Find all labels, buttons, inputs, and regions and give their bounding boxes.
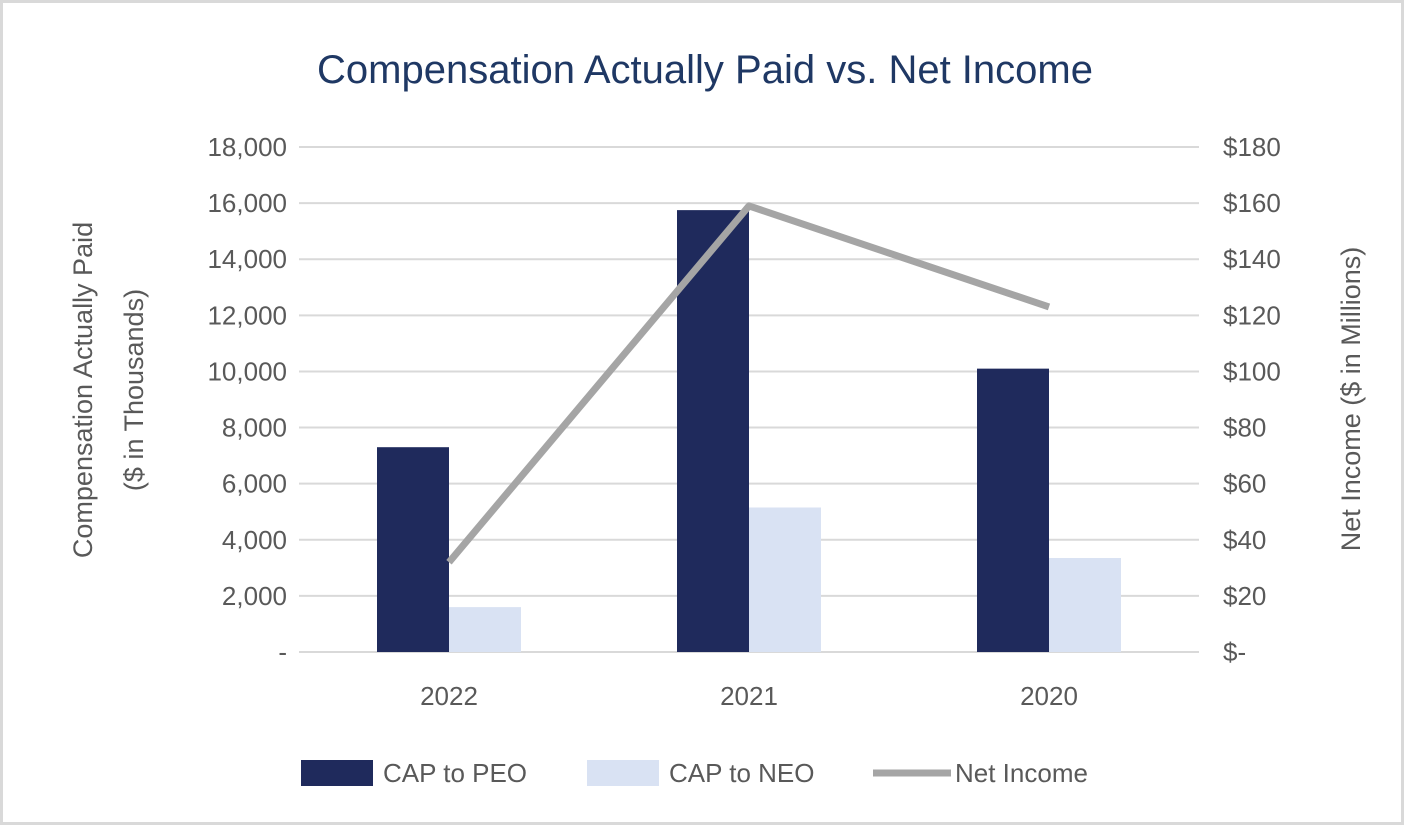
y-right-tick-label: $100 <box>1223 356 1281 386</box>
y-right-tick-label: $140 <box>1223 244 1281 274</box>
line-series <box>446 202 1051 565</box>
x-tick-label: 2020 <box>1020 681 1078 711</box>
y-right-tick-label: $120 <box>1223 300 1281 330</box>
x-tick-label: 2021 <box>720 681 778 711</box>
legend-label-cap-to-peo: CAP to PEO <box>383 758 527 788</box>
y-right-tick-label: $20 <box>1223 581 1266 611</box>
y-right-tick-label: $- <box>1223 637 1246 667</box>
y-left-tick-label: 2,000 <box>222 581 287 611</box>
y-left-tick-label: 18,000 <box>207 132 287 162</box>
y-right-tick-label: $60 <box>1223 469 1266 499</box>
x-tick-label: 2022 <box>420 681 478 711</box>
y-right-axis-title: Net Income ($ in Millions) <box>1336 247 1366 552</box>
legend-swatch-cap-to-peo <box>301 760 373 786</box>
bar-cap-to-peo <box>977 368 1049 652</box>
y-right-tick-label: $180 <box>1223 132 1281 162</box>
combo-chart: Compensation Actually Paid vs. Net Incom… <box>68 48 1366 788</box>
y-right-tick-label: $80 <box>1223 413 1266 443</box>
legend: CAP to PEO CAP to NEO Net Income <box>301 758 1088 788</box>
bars <box>377 210 1121 652</box>
y-left-axis-title: Compensation Actually Paid <box>68 222 98 558</box>
bar-cap-to-neo <box>449 607 521 652</box>
bar-cap-to-peo <box>677 210 749 652</box>
legend-swatch-cap-to-neo <box>587 760 659 786</box>
y-left-tick-label: 10,000 <box>207 356 287 386</box>
bar-cap-to-peo <box>377 447 449 652</box>
line-net-income <box>446 202 1051 565</box>
bar-cap-to-neo <box>1049 558 1121 652</box>
legend-label-cap-to-neo: CAP to NEO <box>669 758 814 788</box>
y-left-tick-label: 4,000 <box>222 525 287 555</box>
chart-title: Compensation Actually Paid vs. Net Incom… <box>317 48 1093 92</box>
y-left-axis-subtitle: ($ in Thousands) <box>119 289 149 491</box>
legend-label-net-income: Net Income <box>955 758 1088 788</box>
bar-cap-to-neo <box>749 507 821 652</box>
y-right-tick-label: $40 <box>1223 525 1266 555</box>
y-left-tick-label: 12,000 <box>207 300 287 330</box>
y-left-tick-label: 6,000 <box>222 469 287 499</box>
y-left-tick-label: - <box>278 637 287 667</box>
y-right-tick-label: $160 <box>1223 188 1281 218</box>
y-left-tick-label: 8,000 <box>222 413 287 443</box>
y-left-tick-label: 14,000 <box>207 244 287 274</box>
y-left-tick-label: 16,000 <box>207 188 287 218</box>
labels: Compensation Actually Paid vs. Net Incom… <box>68 48 1366 711</box>
